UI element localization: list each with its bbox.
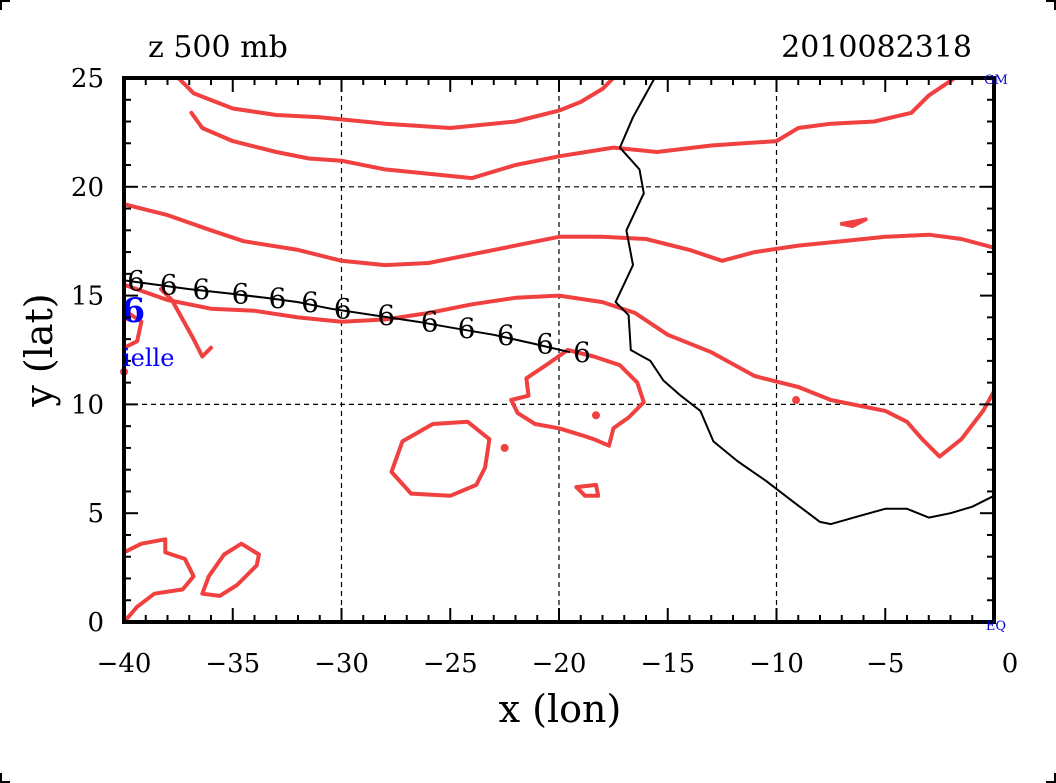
track-storm-symbol: 6	[334, 293, 352, 326]
track-storm-symbol: 6	[458, 312, 476, 345]
track-storm-symbol: 6	[301, 286, 319, 319]
x-tick-label: 0	[1002, 649, 1019, 679]
contour-line	[574, 482, 601, 498]
track-storm-symbol: 6	[127, 264, 145, 297]
track-storm-symbol: 6	[536, 327, 554, 360]
y-axis-label: y (lat)	[17, 293, 61, 407]
contour-line	[176, 76, 616, 130]
contour-line	[122, 282, 996, 459]
y-tick-label: 15	[71, 282, 104, 312]
storm-current-symbol: 6	[122, 291, 146, 331]
corner-label-bottom: EQ	[986, 619, 1006, 634]
coastline-segment	[614, 77, 995, 526]
corner-mark-tl	[0, 0, 10, 10]
y-tick-label: 25	[71, 64, 104, 94]
track-storm-symbol: 6	[231, 277, 249, 310]
contour-line	[509, 348, 646, 448]
track-storm-symbol: 6	[421, 306, 439, 339]
contour-line	[189, 76, 957, 181]
chart-timestamp: 2010082318	[781, 30, 972, 65]
contour-line	[122, 537, 196, 624]
contour-lines	[120, 76, 996, 624]
contour-dot	[500, 443, 509, 452]
track-line	[123, 279, 571, 354]
axis-tick-labels: −40 −35 −30 −25 −20 −15 −10 −5 0 0 5 10 15 20 25	[71, 64, 1018, 679]
contour-line	[159, 287, 213, 359]
x-tick-label: −35	[205, 649, 260, 679]
corner-label-top: GM	[984, 73, 1008, 88]
track-storm-symbol: 6	[160, 269, 178, 302]
storm-track: 6 6 6 6 6 6 6 6 6 6 6 6 66	[122, 264, 591, 369]
contour-line	[122, 202, 996, 268]
axis-ticks	[123, 77, 995, 623]
contour-line	[200, 541, 261, 598]
y-tick-label: 0	[87, 608, 104, 638]
corner-mark-bl	[0, 773, 10, 783]
x-tick-label: −40	[97, 649, 152, 679]
corner-mark-br	[1046, 773, 1056, 783]
y-tick-label: 10	[71, 390, 104, 420]
x-tick-label: −10	[749, 649, 804, 679]
contour-line	[839, 217, 868, 228]
track-storm-symbol: 6	[573, 336, 591, 369]
track-storm-symbol: 6	[268, 282, 286, 315]
contour-dot	[591, 411, 600, 420]
chart-title: z 500 mb	[148, 30, 288, 65]
track-storm-symbol: 6	[192, 273, 210, 306]
y-tick-label: 20	[71, 173, 104, 203]
x-tick-label: −5	[866, 649, 904, 679]
x-axis-label: x (lon)	[499, 687, 622, 731]
contour-line	[122, 311, 144, 350]
storm-name-label: ielle	[123, 344, 174, 372]
x-tick-label: −30	[314, 649, 369, 679]
x-tick-label: −15	[640, 649, 695, 679]
coastline	[614, 77, 995, 526]
corner-mark-tr	[1046, 0, 1056, 10]
track-storm-symbol: 6	[497, 319, 515, 352]
x-tick-label: −25	[423, 649, 478, 679]
track-storm-symbol: 6	[377, 299, 395, 332]
contour-line	[389, 419, 492, 498]
y-tick-label: 5	[87, 499, 104, 529]
contour-dot	[792, 396, 801, 405]
x-tick-label: −20	[532, 649, 587, 679]
